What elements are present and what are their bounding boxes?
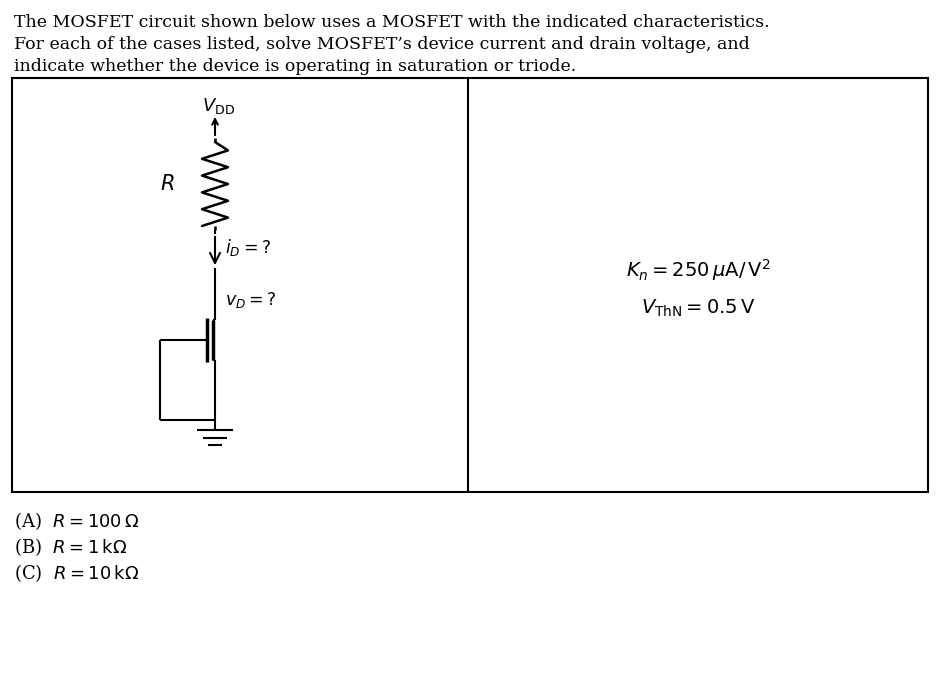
Text: $v_D =?$: $v_D =?$: [225, 290, 276, 310]
Text: (C)  $R = 10\,\mathrm{k}\Omega$: (C) $R = 10\,\mathrm{k}\Omega$: [14, 562, 139, 584]
Text: For each of the cases listed, solve MOSFET’s device current and drain voltage, a: For each of the cases listed, solve MOSF…: [14, 36, 750, 53]
Text: The MOSFET circuit shown below uses a MOSFET with the indicated characteristics.: The MOSFET circuit shown below uses a MO…: [14, 14, 770, 31]
Text: $V_{\mathrm{ThN}} = 0.5\,\mathrm{V}$: $V_{\mathrm{ThN}} = 0.5\,\mathrm{V}$: [641, 298, 755, 319]
Text: $i_D =?$: $i_D =?$: [225, 237, 271, 258]
Text: (B)  $R = 1\,\mathrm{k}\Omega$: (B) $R = 1\,\mathrm{k}\Omega$: [14, 536, 127, 558]
Text: $R$: $R$: [161, 174, 175, 194]
Text: (A)  $R = 100\,\Omega$: (A) $R = 100\,\Omega$: [14, 510, 139, 532]
Text: $K_n = 250\,\mu\mathrm{A}/\,\mathrm{V}^2$: $K_n = 250\,\mu\mathrm{A}/\,\mathrm{V}^2…: [626, 257, 770, 283]
Text: $V_{\rm DD}$: $V_{\rm DD}$: [202, 96, 236, 116]
Bar: [12, 78, 928, 492]
Text: indicate whether the device is operating in saturation or triode.: indicate whether the device is operating…: [14, 58, 576, 75]
